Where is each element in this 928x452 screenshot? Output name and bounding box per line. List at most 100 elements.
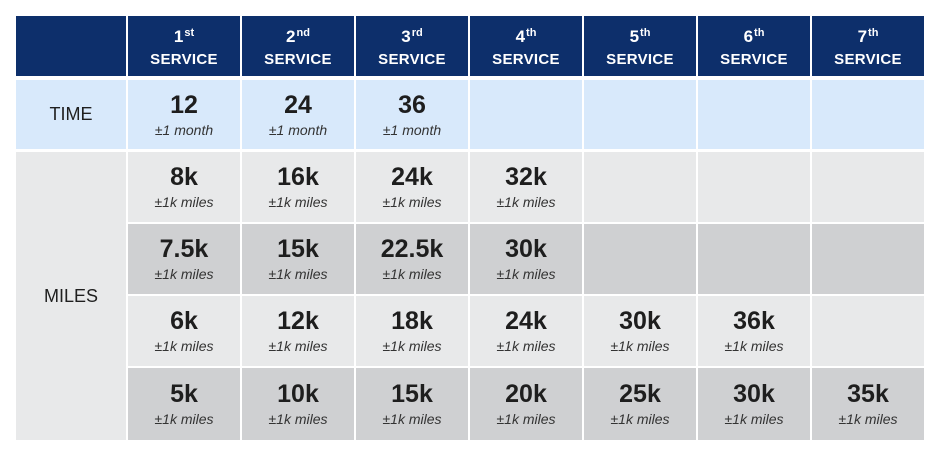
interval-value: 15k [391,380,433,408]
header-ordinal-suffix: th [868,27,879,39]
header-number: 7 [857,27,868,46]
interval-value: 24 [284,90,312,119]
interval-value: 18k [391,307,433,335]
header-service-label: SERVICE [264,51,332,68]
time-cell: 36 ±1 month [356,80,468,152]
header-service-6: 6th SERVICE [698,16,810,80]
interval-tolerance: ±1k miles [268,411,328,427]
interval-tolerance: ±1k miles [382,338,442,354]
interval-value: 32k [505,163,547,191]
interval-value: 36 [398,90,426,119]
interval-tolerance: ±1k miles [610,411,670,427]
empty-cell [584,224,696,296]
interval-tolerance: ±1k miles [382,194,442,210]
interval-tolerance: ±1k miles [610,338,670,354]
interval-tolerance: ±1k miles [496,338,556,354]
interval-value: 10k [277,380,319,408]
header-corner-cell [16,16,126,80]
empty-cell [812,152,924,224]
empty-cell [698,80,810,152]
empty-cell [698,152,810,224]
interval-value: 6k [170,307,198,335]
interval-value: 12k [277,307,319,335]
interval-value: 30k [619,307,661,335]
header-number: 5 [629,27,640,46]
header-ordinal-suffix: th [640,27,651,39]
header-service-3: 3rd SERVICE [356,16,468,80]
interval-tolerance: ±1k miles [268,266,328,282]
header-service-label: SERVICE [834,51,902,68]
interval-tolerance: ±1k miles [268,194,328,210]
interval-tolerance: ±1 month [382,121,442,138]
header-service-4: 4th SERVICE [470,16,582,80]
interval-tolerance: ±1k miles [154,338,214,354]
interval-value: 5k [170,380,198,408]
interval-tolerance: ±1k miles [724,338,784,354]
interval-tolerance: ±1 month [268,121,328,138]
interval-value: 36k [733,307,775,335]
time-cell: 12 ±1 month [128,80,240,152]
miles-cell: 8k ±1k miles [128,152,240,224]
empty-cell [470,80,582,152]
interval-tolerance: ±1k miles [496,194,556,210]
interval-tolerance: ±1k miles [496,411,556,427]
interval-tolerance: ±1 month [154,121,214,138]
header-service-label: SERVICE [492,51,560,68]
miles-cell: 16k ±1k miles [242,152,354,224]
interval-value: 24k [505,307,547,335]
miles-cell: 7.5k ±1k miles [128,224,240,296]
miles-cell: 22.5k ±1k miles [356,224,468,296]
interval-value: 12 [170,90,198,119]
header-service-1: 1st SERVICE [128,16,240,80]
interval-value: 24k [391,163,433,191]
header-ordinal-suffix: nd [296,27,310,39]
header-number: 6 [743,27,754,46]
interval-value: 20k [505,380,547,408]
miles-cell: 30k ±1k miles [470,224,582,296]
empty-cell [584,152,696,224]
header-ordinal-suffix: th [526,27,537,39]
miles-cell: 24k ±1k miles [356,152,468,224]
header-ordinal-suffix: rd [411,27,423,39]
interval-value: 7.5k [159,235,209,263]
header-service-label: SERVICE [378,51,446,68]
miles-cell: 12k ±1k miles [242,296,354,368]
header-number: 3 [401,27,411,46]
miles-cell: 35k ±1k miles [812,368,924,440]
miles-cell: 15k ±1k miles [242,224,354,296]
interval-tolerance: ±1k miles [154,266,214,282]
header-service-label: SERVICE [150,51,218,68]
interval-tolerance: ±1k miles [268,338,328,354]
empty-cell [812,80,924,152]
miles-cell: 32k ±1k miles [470,152,582,224]
miles-cell: 18k ±1k miles [356,296,468,368]
interval-tolerance: ±1k miles [154,411,214,427]
miles-cell: 6k ±1k miles [128,296,240,368]
row-label-time: TIME [16,80,126,152]
empty-cell [698,224,810,296]
miles-cell: 20k ±1k miles [470,368,582,440]
miles-cell: 30k ±1k miles [584,296,696,368]
interval-tolerance: ±1k miles [154,194,214,210]
service-schedule-table: 1st SERVICE 2nd SERVICE 3rd SERVICE 4th … [16,16,924,440]
interval-value: 8k [170,163,198,191]
miles-cell: 36k ±1k miles [698,296,810,368]
header-service-7: 7th SERVICE [812,16,924,80]
header-service-label: SERVICE [720,51,788,68]
interval-value: 25k [619,380,661,408]
interval-tolerance: ±1k miles [382,411,442,427]
interval-tolerance: ±1k miles [496,266,556,282]
empty-cell [584,80,696,152]
interval-value: 22.5k [380,235,444,263]
interval-tolerance: ±1k miles [724,411,784,427]
header-service-2: 2nd SERVICE [242,16,354,80]
interval-value: 15k [277,235,319,263]
interval-tolerance: ±1k miles [838,411,898,427]
header-ordinal-suffix: th [754,27,765,39]
header-number: 4 [515,27,526,46]
header-service-5: 5th SERVICE [584,16,696,80]
interval-tolerance: ±1k miles [382,266,442,282]
time-cell: 24 ±1 month [242,80,354,152]
header-number: 2 [286,27,296,46]
miles-cell: 30k ±1k miles [698,368,810,440]
